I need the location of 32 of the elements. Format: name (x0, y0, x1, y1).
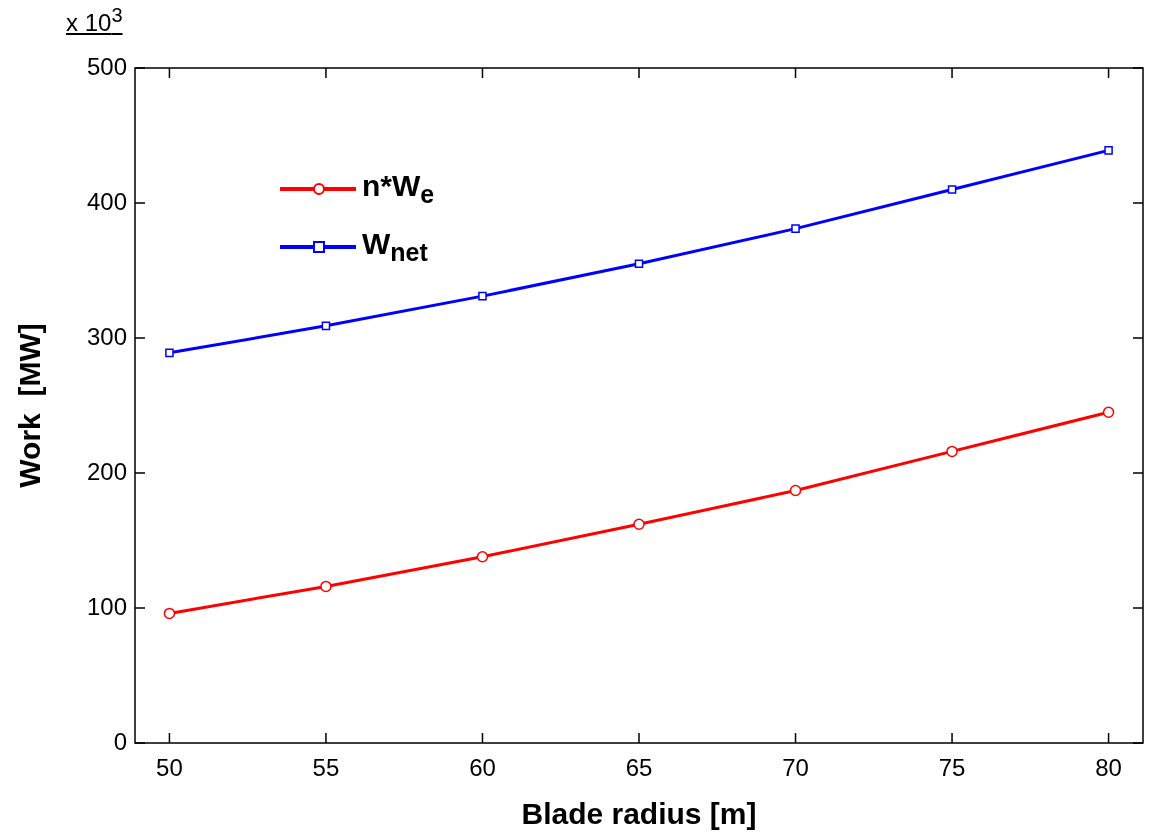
point (476, 550, 489, 563)
y-tick-label: 300 (86, 322, 127, 350)
point (320, 580, 332, 593)
point (791, 224, 800, 233)
legend-label: W$_{net}$ (362, 227, 428, 267)
point (947, 185, 957, 194)
point (165, 348, 174, 358)
x-tick-label: 70 (782, 754, 809, 782)
point (633, 518, 645, 531)
point (1102, 406, 1115, 418)
point (1104, 146, 1113, 155)
point (946, 445, 958, 458)
y-tick-label: 0 (113, 727, 127, 755)
y-axis-title: Work [MW] (13, 323, 47, 488)
y-tick-label: 200 (86, 457, 127, 485)
y-tick-label: 100 (86, 592, 127, 620)
x-tick-label: 55 (312, 754, 340, 782)
legend-label: n*W$_{e}$ (362, 169, 435, 209)
y-tick-label: 400 (86, 187, 127, 215)
y-tick-label: 500 (86, 52, 127, 80)
point (478, 291, 487, 301)
x-tick-label: 65 (625, 754, 653, 782)
x-tick-label: 60 (469, 754, 496, 782)
x-tick-label: 75 (938, 754, 966, 782)
x-axis-title: Blade radius [m] (521, 797, 757, 831)
x-tick-label: 50 (156, 754, 183, 782)
point (321, 321, 331, 331)
text: x 10$^{3}$ (66, 4, 123, 36)
point (634, 259, 644, 269)
point (163, 607, 176, 620)
x-tick-label: 80 (1095, 754, 1122, 782)
point (789, 484, 802, 497)
